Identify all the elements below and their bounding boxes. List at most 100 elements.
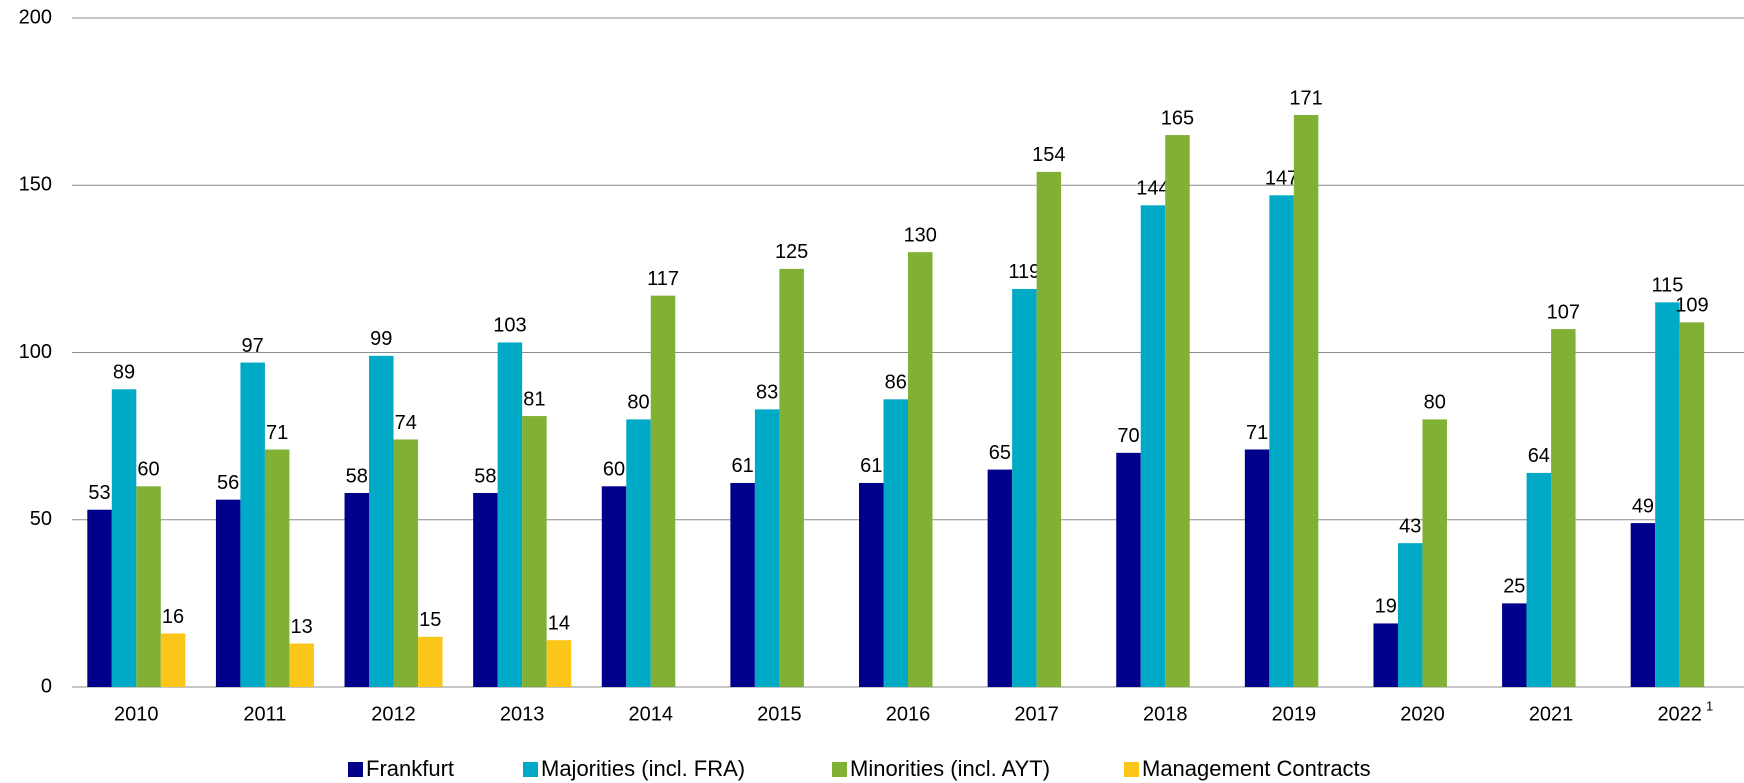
x-tick-label: 2018 [1143,703,1188,725]
bar [859,482,884,687]
data-label: 80 [627,392,649,414]
x-tick-label: 2010 [114,703,159,725]
legend-label: Minorities (incl. AYT) [850,756,1050,781]
x-tick-label: 2022 [1657,703,1702,725]
data-label: 103 [493,315,526,337]
bar [344,492,370,687]
legend-swatch [348,762,363,777]
data-label: 125 [775,241,808,263]
data-label: 83 [756,382,778,404]
bar [289,643,314,687]
data-label: 16 [162,606,184,628]
x-tick-label: 2020 [1400,703,1445,725]
bar [1012,288,1037,687]
bar [601,486,627,687]
bar [1502,603,1527,687]
bar [240,362,265,687]
data-label: 61 [860,455,882,477]
bar [215,499,241,687]
bar [111,389,137,687]
bar [418,636,443,687]
data-label: 25 [1503,576,1525,598]
data-label: 165 [1161,107,1194,129]
legend-swatch [523,762,538,777]
x-tick-superscript: 1 [1706,698,1713,713]
x-tick-label: 2011 [243,703,286,725]
data-label: 81 [523,388,545,410]
data-label: 119 [1008,261,1040,283]
data-label: 74 [395,412,417,434]
data-label: 89 [113,362,135,384]
data-label: 107 [1547,301,1580,323]
data-label: 117 [647,268,679,290]
bar [1630,523,1656,687]
data-label: 60 [137,459,159,481]
data-label: 61 [732,455,754,477]
legend-swatch [1124,762,1139,777]
bar [1373,623,1398,687]
data-label: 58 [346,465,368,487]
bar [393,439,419,687]
data-label: 60 [603,459,625,481]
data-label: 71 [266,422,288,444]
bar [1165,135,1190,687]
bar [883,399,908,687]
legend-label: Majorities (incl. FRA) [541,756,745,781]
data-label: 65 [989,442,1011,464]
data-label: 15 [419,609,441,631]
data-label: 115 [1651,275,1683,297]
bar [908,252,933,687]
y-tick-label: 50 [30,508,52,530]
data-label: 97 [242,335,264,357]
data-label: 56 [217,472,239,494]
data-label: 58 [474,465,496,487]
data-label: 14 [548,612,570,634]
data-label: 13 [291,616,313,638]
bar [626,419,651,687]
bar [1551,329,1576,687]
data-label: 147 [1265,168,1298,190]
bar [369,355,394,687]
legend-label: Management Contracts [1142,756,1371,781]
y-tick-label: 100 [19,341,52,363]
legend-label: Frankfurt [366,756,454,781]
data-label: 53 [88,482,110,504]
bar [1526,472,1552,687]
data-label: 86 [885,372,907,394]
x-tick-label: 2014 [629,703,674,725]
bar [546,640,572,687]
x-tick-label: 2016 [886,703,931,725]
bar [136,486,161,687]
x-tick-label: 2013 [500,703,545,725]
data-label: 43 [1399,515,1421,537]
data-label: 64 [1528,445,1550,467]
y-tick-label: 200 [19,6,52,28]
x-tick-label: 2021 [1529,703,1574,725]
bar [1269,195,1294,687]
bar [650,295,676,687]
bar [160,633,186,687]
bar [1422,419,1447,687]
data-label: 154 [1032,144,1065,166]
bar [264,449,290,687]
bar [1140,205,1166,687]
bar [730,482,755,687]
bar [1036,171,1062,687]
data-label: 71 [1246,422,1268,444]
data-label: 99 [370,328,392,350]
bar [1293,115,1319,687]
x-tick-label: 2015 [757,703,802,725]
bar [1397,543,1423,687]
bar [522,416,547,687]
bar [987,469,1013,687]
bar [1679,322,1705,687]
bar [1116,452,1141,687]
data-label: 109 [1675,295,1708,317]
y-tick-label: 0 [41,675,52,697]
bar [1244,449,1270,687]
bar [1655,302,1680,687]
bar [473,492,498,687]
x-tick-label: 2019 [1272,703,1317,725]
data-label: 70 [1117,425,1139,447]
